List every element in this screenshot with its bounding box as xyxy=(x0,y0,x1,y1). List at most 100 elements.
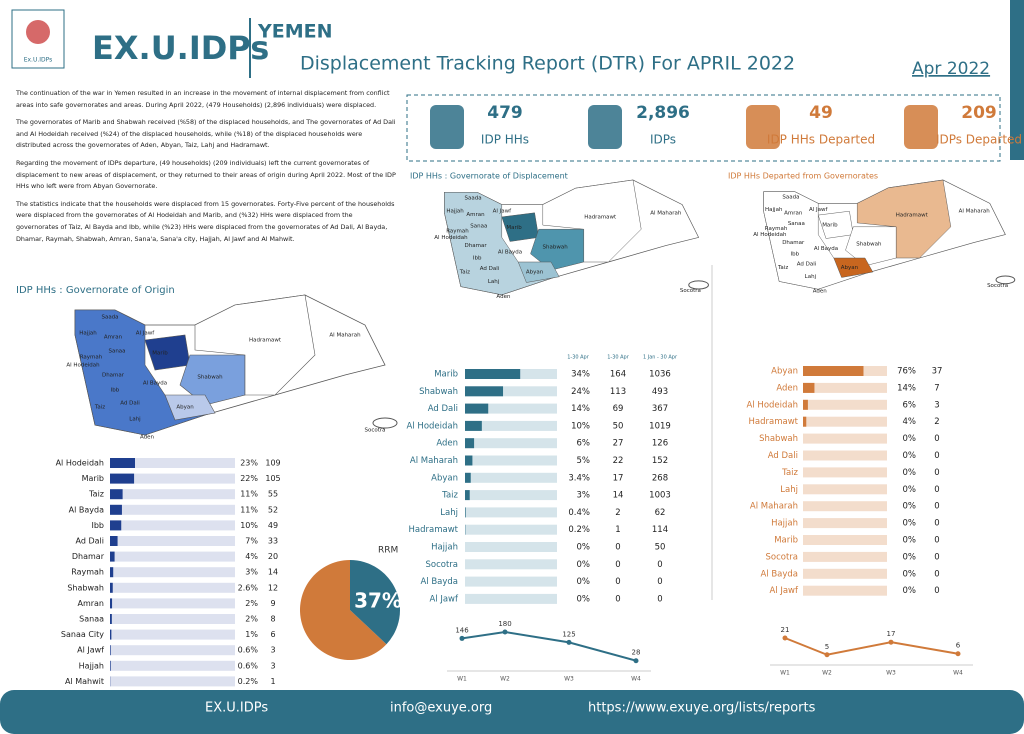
bar xyxy=(465,438,475,449)
map-label: Dhamar xyxy=(782,240,805,246)
column-header: 1 Jan - 30 Apr xyxy=(643,355,678,361)
point xyxy=(888,639,894,645)
bar-bg xyxy=(110,582,235,593)
bar-bg xyxy=(110,645,235,656)
row-percent: 11% xyxy=(240,505,258,514)
row-name: Taiz xyxy=(441,491,458,501)
bar-bg xyxy=(803,535,887,545)
row-percent: 10% xyxy=(571,421,590,431)
row-value: 0 xyxy=(934,586,939,596)
bar-bg xyxy=(110,504,235,515)
trend-line xyxy=(784,637,959,656)
row-percent: 0% xyxy=(903,468,917,478)
map-label: Hadramawt xyxy=(249,338,282,344)
map-label: Al Jawf xyxy=(809,207,829,213)
map-label: Taiz xyxy=(459,269,470,275)
bar-bg xyxy=(465,403,557,414)
map-label: Al Maharah xyxy=(650,210,682,216)
row-name: Raymah xyxy=(71,568,104,577)
row-name: Al Bayda xyxy=(760,569,798,579)
row-name: Dhamar xyxy=(72,552,105,561)
bar-bg xyxy=(803,450,887,461)
map-label: Al Jawf xyxy=(136,331,156,337)
kpi-icon xyxy=(430,105,464,149)
row-name: Al Jawf xyxy=(429,594,459,604)
bar-bg xyxy=(110,676,235,687)
bar-bg xyxy=(110,567,235,578)
bar-bg xyxy=(465,576,557,587)
row-value: 2 xyxy=(615,508,620,518)
row-percent: 6% xyxy=(577,439,591,449)
row-value: 27 xyxy=(613,439,624,449)
map-label: Sanaa xyxy=(788,221,805,227)
map-label: Hajjah xyxy=(446,209,464,215)
row-percent: 0% xyxy=(577,594,591,604)
map-label: Hadramawt xyxy=(584,214,617,220)
row-total: 493 xyxy=(652,387,668,397)
row-total: 62 xyxy=(655,508,666,518)
bar xyxy=(110,473,135,484)
map-label: Amran xyxy=(104,335,123,341)
row-total: 0 xyxy=(657,594,662,604)
title: Displacement Tracking Report (DTR) For A… xyxy=(300,53,795,75)
map-label: Al Bayda xyxy=(498,250,522,256)
row-value: 0 xyxy=(615,560,620,570)
kpi-value: 479 xyxy=(487,103,523,123)
map-label: Ad Dali xyxy=(120,401,140,407)
bar-bg xyxy=(110,551,235,562)
row-value: 0 xyxy=(934,552,939,562)
point-label: 21 xyxy=(781,626,790,634)
row-percent: 6% xyxy=(903,400,917,410)
row-value: 0 xyxy=(615,594,620,604)
row-value: 1 xyxy=(615,525,620,535)
bar xyxy=(803,382,815,393)
map-label: Al Hodeidah xyxy=(434,235,468,241)
row-percent: 7% xyxy=(245,537,258,546)
row-name: Shabwah xyxy=(759,434,798,444)
row-name: Hajjah xyxy=(431,543,458,553)
map-label: Lahj xyxy=(805,274,817,280)
map-label: Shabwah xyxy=(197,375,223,381)
map-label: Abyan xyxy=(841,265,859,271)
row-percent: 4% xyxy=(903,417,917,427)
point xyxy=(502,629,508,635)
row-total: 50 xyxy=(655,543,666,553)
row-name: Al Hodeidah xyxy=(56,459,104,468)
row-value: 0 xyxy=(934,519,939,529)
pie-label: 37% xyxy=(354,589,402,613)
bar xyxy=(465,386,504,397)
bar-bg xyxy=(465,438,557,449)
map-region xyxy=(517,261,560,283)
map-region xyxy=(856,179,952,259)
row-name: Sanaa xyxy=(79,615,104,624)
map-label: Raymah xyxy=(446,228,469,234)
map-label: Ibb xyxy=(790,252,799,258)
bar-bg xyxy=(465,542,557,552)
side-bar xyxy=(1010,0,1024,160)
point-label: 6 xyxy=(956,642,961,650)
row-value: 105 xyxy=(265,474,280,483)
map-title: IDP HHs : Governorate of Origin xyxy=(16,285,175,296)
map-island xyxy=(995,275,1016,285)
row-value: 50 xyxy=(613,421,624,431)
row-name: Al Maharah xyxy=(750,502,798,512)
bar-bg xyxy=(803,568,887,579)
kpi-value: 209 xyxy=(961,103,997,123)
bar xyxy=(465,507,466,518)
map-label: Al Bayda xyxy=(814,246,838,252)
row-value: 3 xyxy=(270,661,275,670)
point-label: 17 xyxy=(887,630,896,638)
bar-bg xyxy=(803,416,887,427)
map-label: Aden xyxy=(140,435,155,441)
map-label: Socotra xyxy=(364,428,385,434)
row-percent: 0% xyxy=(903,502,917,512)
bar-bg xyxy=(803,382,887,393)
row-name: Taiz xyxy=(781,468,798,478)
map-label: Aden xyxy=(496,294,511,300)
bar-bg xyxy=(465,593,557,604)
row-name: Amran xyxy=(77,599,104,608)
country: YEMEN xyxy=(257,21,333,43)
bar-bg xyxy=(110,614,235,624)
map-label: Al Hodeidah xyxy=(66,363,100,369)
